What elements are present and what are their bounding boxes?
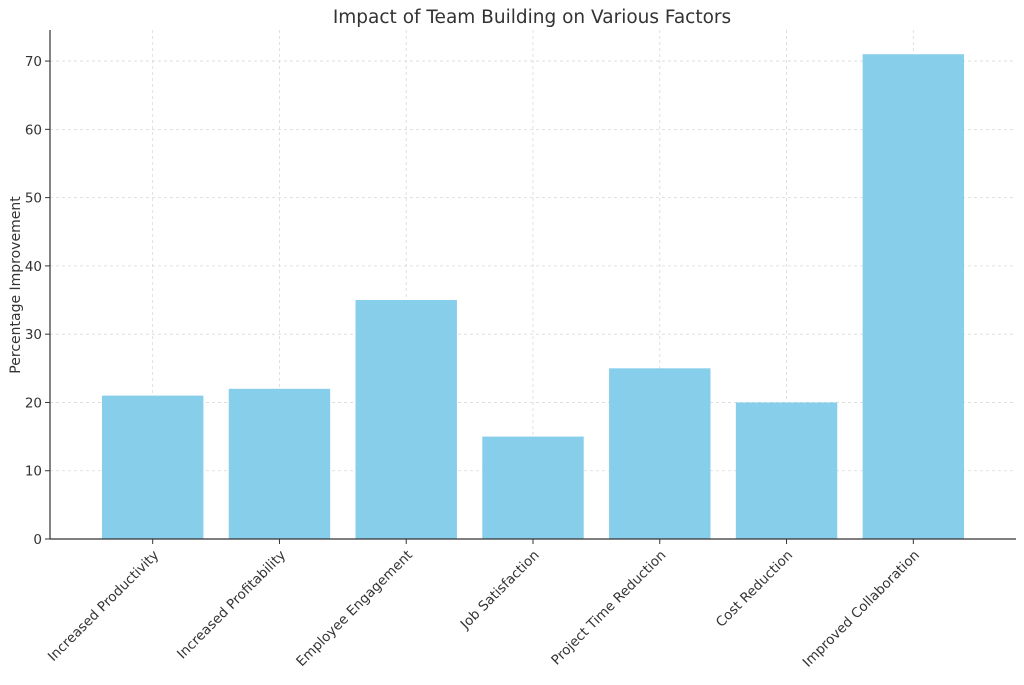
bar [482,436,584,539]
x-tick-label: Increased Profitability [174,547,289,662]
bar [228,388,331,539]
chart-title: Impact of Team Building on Various Facto… [333,7,731,28]
y-axis-label: Percentage Improvement [8,196,24,374]
y-tick-label: 60 [25,122,42,138]
y-tick-label: 40 [25,259,42,275]
x-tick-label: Project Time Reduction [548,547,669,668]
y-tick-label: 70 [25,54,42,70]
x-tick-label: Employee Engagement [293,547,416,670]
bar [355,300,457,539]
bar [609,368,711,539]
bar [735,402,838,539]
bar [101,395,204,539]
y-tick-label: 30 [25,327,42,343]
y-tick-label: 50 [25,191,42,207]
y-tick-label: 10 [25,464,42,480]
grid-layer [50,30,1016,539]
bars-layer [101,54,965,539]
x-tick-label: Increased Productivity [45,547,162,664]
y-tick-label: 20 [25,395,42,411]
ticks-layer: 0 10 20 30 40 50 60 70 Increased Productivity Inc… [25,54,923,671]
x-tick-label: Cost Reduction [713,547,796,630]
x-tick-label: Job Satisfaction [457,547,543,633]
y-tick-label: 0 [33,532,42,548]
x-tick-label: Improved Collaboration [800,547,923,670]
bar [862,54,965,539]
